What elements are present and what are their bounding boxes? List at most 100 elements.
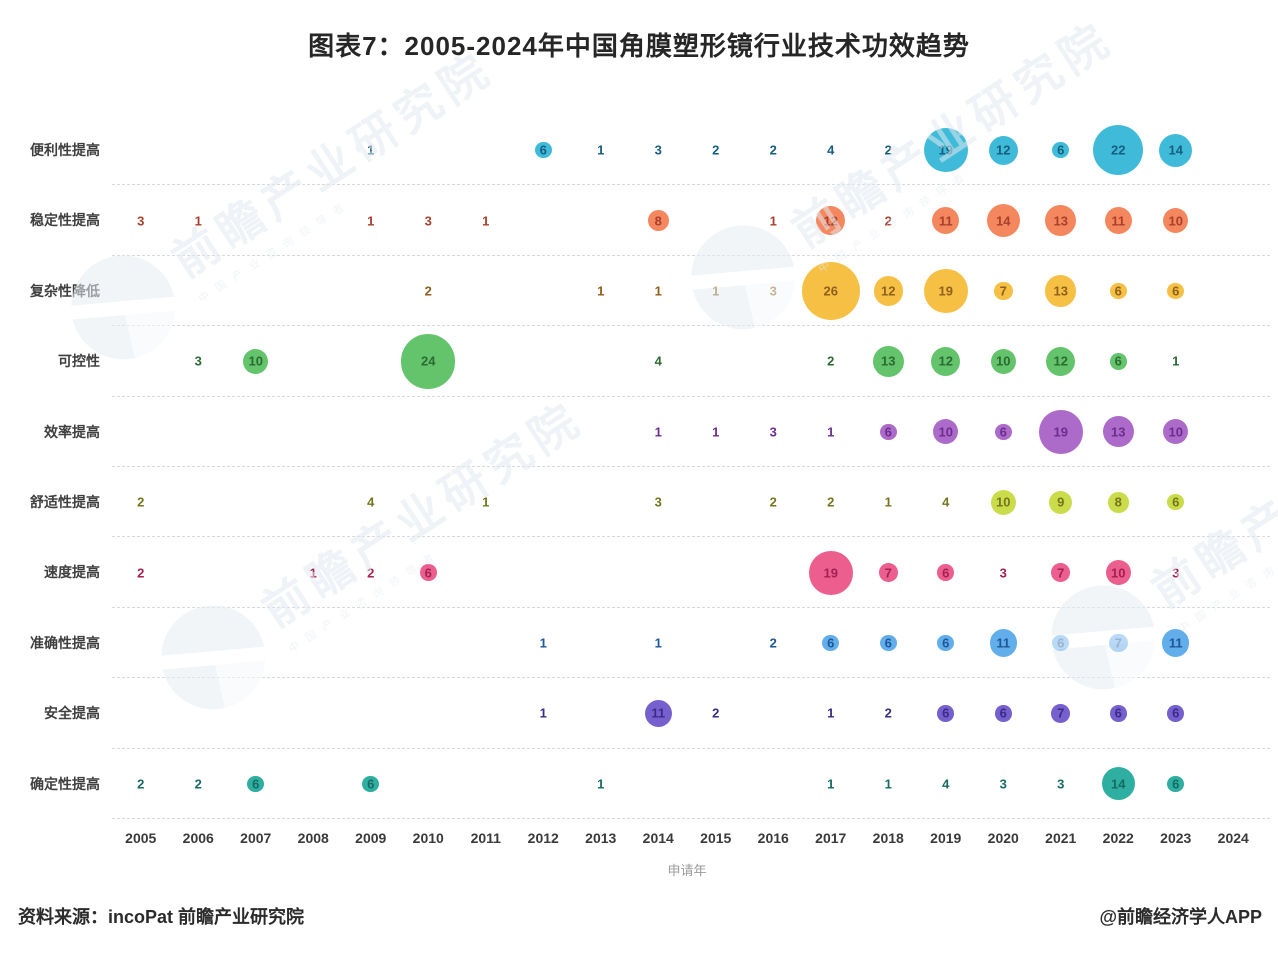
data-value-label: 2 xyxy=(712,705,720,721)
data-value-label: 3 xyxy=(194,353,202,369)
row-separator-line xyxy=(112,606,1270,608)
y-category-label: 稳定性提高 xyxy=(30,212,100,229)
data-value-label: 2 xyxy=(137,494,145,510)
y-category-label: 确定性提高 xyxy=(30,775,100,792)
data-bubble xyxy=(1167,282,1185,300)
data-value-label: 2 xyxy=(367,565,375,581)
watermark-subtext: 中国产业咨询领导者 xyxy=(816,167,974,276)
watermark: 前瞻产业研究院 中国产业咨询领导者 xyxy=(1031,355,1278,710)
data-value-label: 6 xyxy=(1114,353,1122,369)
data-value-label: 11 xyxy=(1168,635,1183,651)
data-value-label: 1 xyxy=(597,283,605,299)
data-bubble xyxy=(362,775,380,793)
data-value-label: 4 xyxy=(827,142,835,158)
data-bubble xyxy=(1045,275,1077,307)
credit-note: @前瞻经济学人APP xyxy=(1099,907,1262,927)
data-value-label: 24 xyxy=(421,353,436,369)
data-bubble xyxy=(923,269,968,313)
data-bubble xyxy=(1038,409,1083,454)
data-value-label: 2 xyxy=(194,776,202,792)
data-value-label: 13 xyxy=(1111,424,1126,440)
data-value-label: 10 xyxy=(1168,213,1183,229)
data-value-label: 4 xyxy=(942,494,950,510)
data-value-label: 6 xyxy=(1114,705,1122,721)
data-value-label: 1 xyxy=(597,142,605,158)
data-value-label: 2 xyxy=(769,142,777,158)
data-value-label: 14 xyxy=(1168,142,1183,158)
watermark-subtext: 中国产业咨询领导者 xyxy=(1176,527,1278,636)
data-value-label: 3 xyxy=(1057,776,1065,792)
data-bubble xyxy=(986,203,1020,238)
data-value-label: 6 xyxy=(942,635,950,651)
data-value-label: 6 xyxy=(1172,494,1180,510)
x-axis-tick-label: 2021 xyxy=(1045,830,1077,846)
source-note: 资料来源：incoPat 前瞻产业研究院 xyxy=(18,907,305,927)
data-bubble xyxy=(878,563,898,582)
x-axis-tick-label: 2013 xyxy=(585,830,617,846)
row-separator-line xyxy=(112,818,1270,819)
data-bubble xyxy=(247,775,265,793)
data-value-label: 2 xyxy=(827,353,835,369)
data-value-label: 2 xyxy=(769,494,777,510)
data-value-label: 6 xyxy=(424,565,432,581)
watermark-text: 前瞻产业研究院 xyxy=(162,41,503,287)
data-value-label: 11 xyxy=(651,705,666,721)
watermark-text: 前瞻产业研究院 xyxy=(252,391,593,637)
data-bubble xyxy=(822,634,840,652)
data-value-label: 13 xyxy=(1053,283,1068,299)
data-value-label: 3 xyxy=(654,142,662,158)
data-value-label: 19 xyxy=(823,565,838,581)
data-value-label: 6 xyxy=(367,776,375,792)
x-axis-tick-label: 2018 xyxy=(872,830,904,846)
data-value-label: 2 xyxy=(884,142,892,158)
row-separator-line xyxy=(112,747,1270,749)
data-value-label: 26 xyxy=(823,283,838,299)
data-value-label: 11 xyxy=(1111,213,1126,229)
data-value-label: 1 xyxy=(827,424,835,440)
data-bubble xyxy=(1107,491,1129,513)
data-bubble xyxy=(873,276,903,306)
data-bubble xyxy=(419,564,437,581)
data-value-label: 6 xyxy=(942,705,950,721)
x-axis-tick-label: 2024 xyxy=(1217,830,1249,846)
data-bubble xyxy=(994,423,1012,441)
data-bubble xyxy=(937,705,955,722)
data-value-label: 3 xyxy=(999,565,1007,581)
x-axis-tick-label: 2020 xyxy=(987,830,1019,846)
data-value-label: 11 xyxy=(996,635,1011,651)
data-value-label: 1 xyxy=(654,424,662,440)
data-value-label: 1 xyxy=(827,776,835,792)
y-category-label: 准确性提高 xyxy=(30,634,100,651)
data-value-label: 8 xyxy=(1114,494,1122,510)
x-axis-tick-label: 2007 xyxy=(240,830,272,846)
x-axis-tick-label: 2012 xyxy=(527,830,559,846)
x-axis-tick-label: 2006 xyxy=(182,830,214,846)
data-bubble xyxy=(401,334,456,389)
data-value-label: 6 xyxy=(942,565,950,581)
row-separator-line xyxy=(112,184,1270,186)
data-value-label: 3 xyxy=(137,213,145,229)
data-value-label: 11 xyxy=(938,213,953,229)
data-bubble xyxy=(816,206,846,236)
x-axis-tick-label: 2010 xyxy=(412,830,444,846)
x-axis-tick-label: 2005 xyxy=(125,830,157,846)
data-bubble xyxy=(879,423,897,441)
data-value-label: 1 xyxy=(769,213,777,229)
data-value-label: 12 xyxy=(1053,353,1068,369)
x-axis-tick-label: 2022 xyxy=(1102,830,1134,846)
data-value-label: 3 xyxy=(999,776,1007,792)
data-value-label: 2 xyxy=(712,142,720,158)
data-value-label: 12 xyxy=(881,283,896,299)
data-value-label: 1 xyxy=(884,494,892,510)
data-value-label: 1 xyxy=(309,565,317,581)
data-value-label: 2 xyxy=(827,494,835,510)
data-value-label: 7 xyxy=(1114,635,1122,651)
row-separator-line xyxy=(112,536,1270,538)
data-value-label: 1 xyxy=(597,776,605,792)
data-bubble xyxy=(1159,133,1193,167)
data-value-label: 7 xyxy=(884,565,892,581)
y-category-label: 安全提高 xyxy=(44,705,100,722)
data-bubble xyxy=(994,705,1012,722)
y-category-label: 速度提高 xyxy=(44,564,100,581)
data-value-label: 7 xyxy=(999,283,1007,299)
